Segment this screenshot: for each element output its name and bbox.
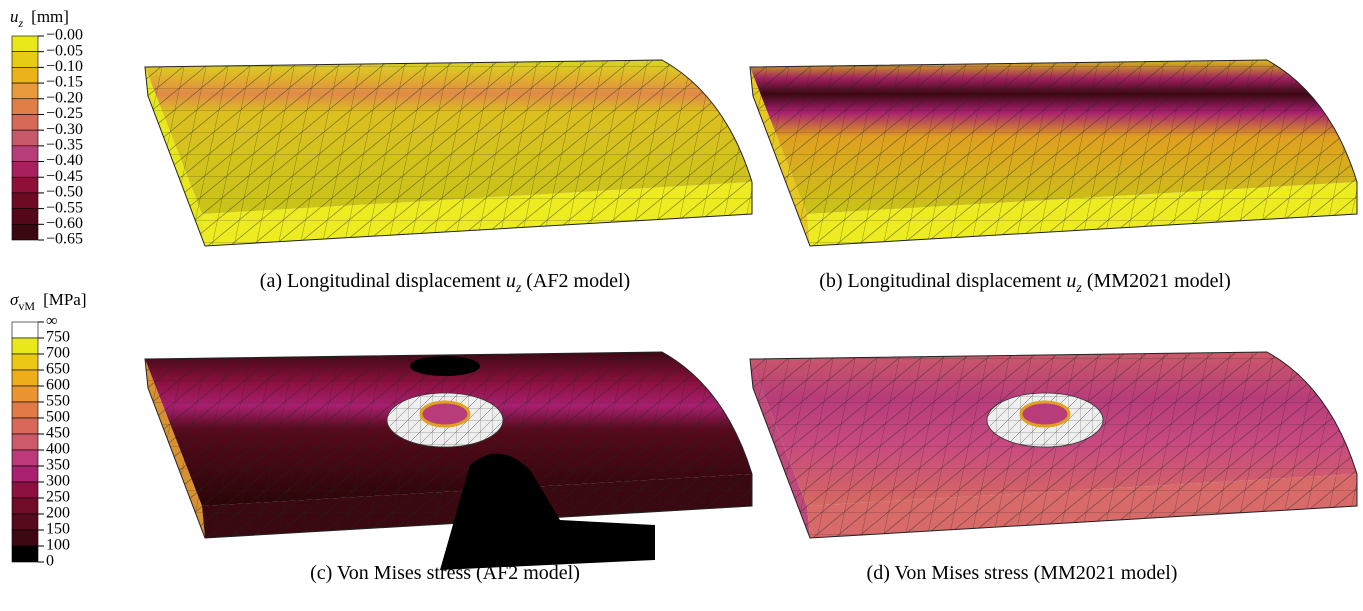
colorbar-label: −0.25: [46, 105, 83, 122]
legend-stress: σvM[MPa]: [10, 290, 87, 313]
colorbar-band: [12, 193, 38, 209]
colorbar-band: [12, 514, 38, 530]
colorbar-band: [12, 162, 38, 178]
colorbar-label: −0.35: [46, 137, 83, 154]
colorbar-band: [12, 83, 38, 99]
legend-title: σvM[MPa]: [10, 290, 87, 313]
colorbar-band: [12, 498, 38, 514]
colorbar-band: [12, 114, 38, 130]
colorbar-band: [12, 482, 38, 498]
colorbar-label: 700: [46, 345, 70, 362]
colorbar-band: [12, 354, 38, 370]
colorbar-label: −0.50: [46, 184, 83, 201]
colorbar-label: 300: [46, 473, 70, 490]
colorbar-label: 100: [46, 537, 70, 554]
colorbar-label: −0.20: [46, 89, 83, 106]
colorbar-band: [12, 402, 38, 418]
colorbar-label: −0.30: [46, 121, 83, 138]
colorbar-label: 0: [46, 553, 54, 570]
colorbar-label: 150: [46, 521, 70, 538]
colorbar-band: [12, 209, 38, 225]
colorbar-band: [12, 99, 38, 115]
colorbar-band: [12, 338, 38, 354]
colorbar-band: [12, 450, 38, 466]
colorbar-label: 650: [46, 361, 70, 378]
colorbar-label: −0.55: [46, 199, 83, 216]
colorbar-label: 750: [46, 329, 70, 346]
colorbar-band: [12, 224, 38, 240]
figure: uz[mm] σvM[MPa] −0.00−0.05−0.10−0.15−0.2…: [0, 0, 1363, 611]
hole-core: [421, 402, 469, 426]
colorbar-band: [12, 52, 38, 68]
colorbar-label: 450: [46, 425, 70, 442]
colorbar-band: [12, 546, 38, 562]
colorbar-label: 600: [46, 377, 70, 394]
hole-core: [1021, 402, 1069, 426]
colorbar-band: [12, 146, 38, 162]
colorbar-label: −0.10: [46, 58, 83, 75]
colorbar-band: [12, 386, 38, 402]
colorbar-band: [12, 530, 38, 546]
colorbar-band: [12, 177, 38, 193]
colorbar-label: −0.40: [46, 152, 83, 169]
colorbar-label: 350: [46, 457, 70, 474]
low-stress-region: [410, 356, 480, 376]
colorbar-band: [12, 36, 38, 52]
colorbar-label: −0.05: [46, 42, 83, 59]
colorbar-band: [12, 370, 38, 386]
caption: (d) Von Mises stress (MM2021 model): [867, 562, 1178, 584]
colorbar-label: −0.45: [46, 168, 83, 185]
colorbar-label: −0.60: [46, 215, 83, 232]
colorbar-band: [12, 418, 38, 434]
caption: (c) Von Mises stress (AF2 model): [310, 562, 580, 584]
colorbar-band: [12, 466, 38, 482]
colorbar-label: −0.15: [46, 74, 83, 91]
caption: (a) Longitudinal displacement uz (AF2 mo…: [260, 270, 630, 296]
colorbar-band: [12, 130, 38, 146]
caption: (b) Longitudinal displacement uz (MM2021…: [819, 270, 1231, 296]
mesh-renderings: [145, 60, 1357, 570]
colorbar-label: −0.65: [46, 231, 83, 248]
colorbar-label: ∞: [46, 313, 57, 330]
colorbar-label: 200: [46, 505, 70, 522]
colorbar-band: [12, 434, 38, 450]
colorbar-label: 400: [46, 441, 70, 458]
colorbar-band: [12, 322, 38, 338]
colorbar-label: 250: [46, 489, 70, 506]
colorbar-label: 500: [46, 409, 70, 426]
colorbar-label: 550: [46, 393, 70, 410]
colorbar-label: −0.00: [46, 27, 83, 44]
colorbar-band: [12, 67, 38, 83]
